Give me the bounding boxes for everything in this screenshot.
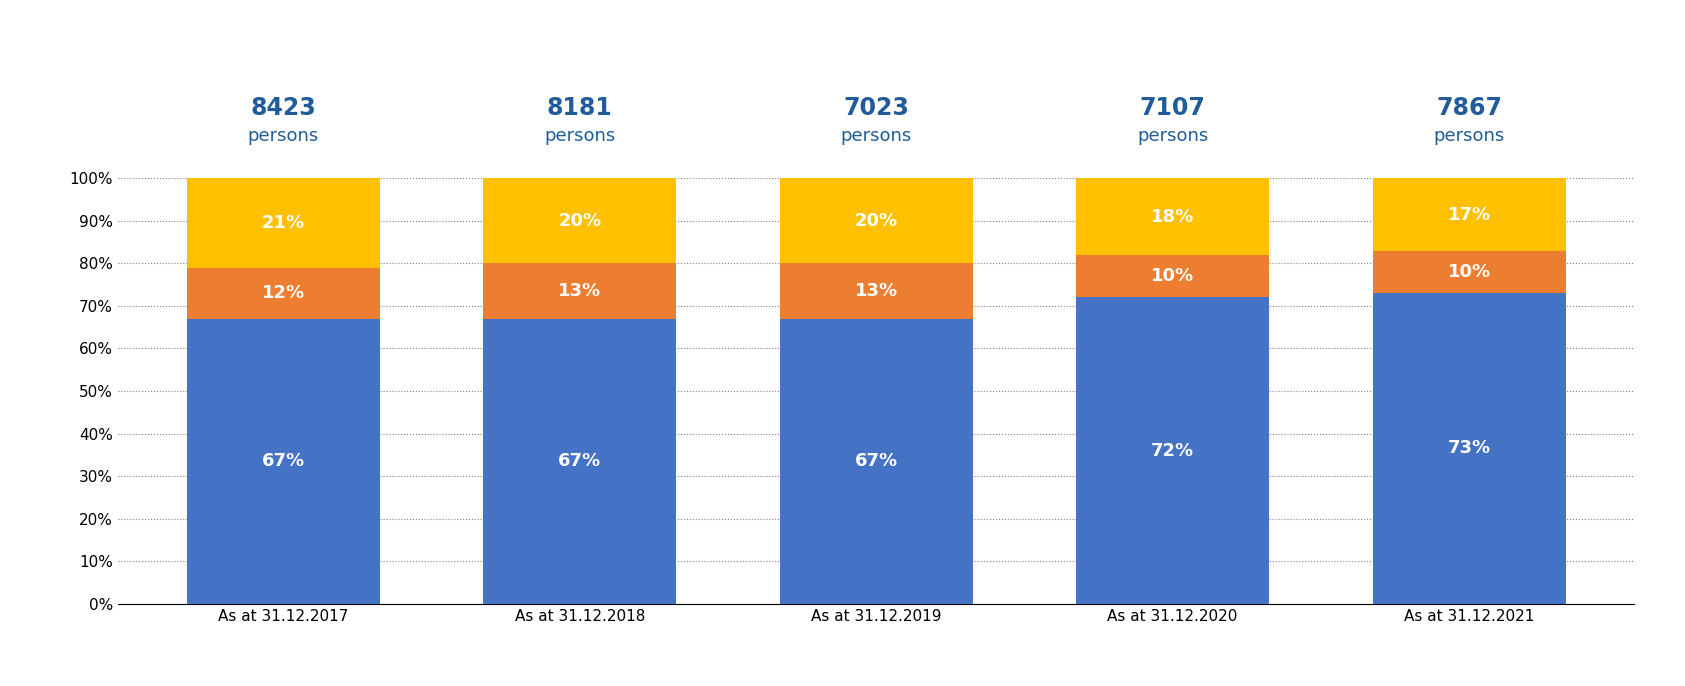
Text: 72%: 72% bbox=[1151, 442, 1195, 460]
Text: 21%: 21% bbox=[261, 214, 305, 232]
Text: 7023: 7023 bbox=[842, 96, 910, 120]
Bar bbox=[1077, 255, 1269, 298]
Text: 7107: 7107 bbox=[1139, 96, 1206, 120]
Text: 7867: 7867 bbox=[1436, 96, 1501, 120]
Text: 67%: 67% bbox=[854, 452, 898, 470]
Bar bbox=[780, 178, 972, 263]
Text: 20%: 20% bbox=[854, 212, 898, 230]
Text: persons: persons bbox=[248, 127, 318, 145]
Bar bbox=[187, 178, 379, 268]
Text: 8181: 8181 bbox=[548, 96, 613, 120]
Text: persons: persons bbox=[1434, 127, 1505, 145]
Bar bbox=[484, 178, 676, 263]
Text: 10%: 10% bbox=[1447, 263, 1491, 281]
Bar bbox=[484, 319, 676, 604]
Bar bbox=[1373, 293, 1565, 604]
Text: persons: persons bbox=[544, 127, 615, 145]
Bar bbox=[187, 268, 379, 319]
Bar bbox=[780, 263, 972, 319]
Bar bbox=[1077, 298, 1269, 604]
Text: 10%: 10% bbox=[1151, 267, 1195, 285]
Bar bbox=[484, 263, 676, 319]
Text: 12%: 12% bbox=[261, 284, 305, 303]
Text: 8423: 8423 bbox=[251, 96, 317, 120]
Bar bbox=[1373, 178, 1565, 250]
Bar bbox=[1077, 178, 1269, 255]
Text: 67%: 67% bbox=[558, 452, 602, 470]
Text: persons: persons bbox=[1137, 127, 1208, 145]
Text: 13%: 13% bbox=[558, 282, 602, 300]
Text: persons: persons bbox=[841, 127, 912, 145]
Text: 13%: 13% bbox=[854, 282, 898, 300]
Bar bbox=[1373, 250, 1565, 293]
Bar bbox=[187, 319, 379, 604]
Text: 73%: 73% bbox=[1447, 440, 1491, 458]
Text: 17%: 17% bbox=[1447, 206, 1491, 224]
Bar bbox=[780, 319, 972, 604]
Text: 67%: 67% bbox=[261, 452, 305, 470]
Text: 18%: 18% bbox=[1151, 208, 1195, 226]
Text: 20%: 20% bbox=[558, 212, 602, 230]
